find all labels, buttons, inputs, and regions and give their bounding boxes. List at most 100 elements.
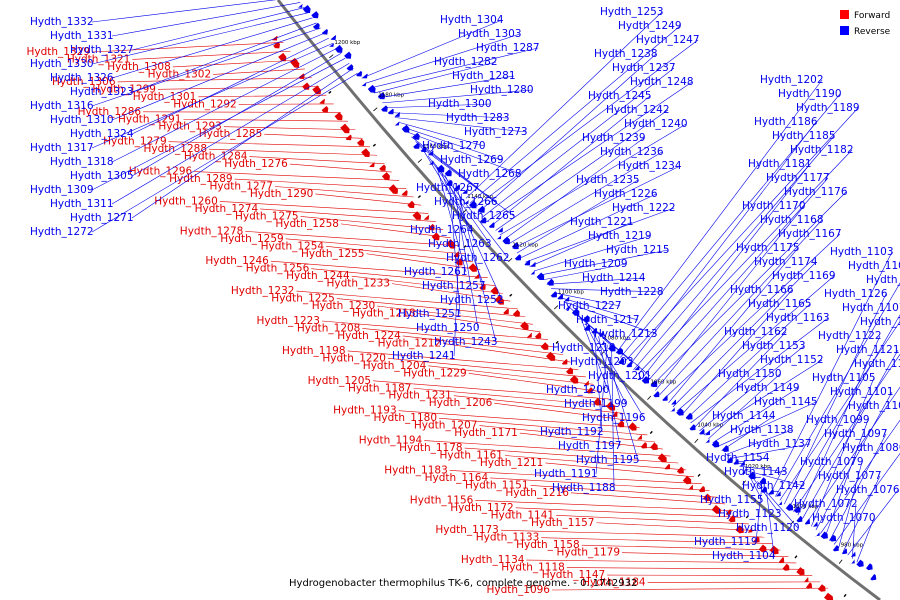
gene-label-hydth-1105[interactable]: Hydth_1105 <box>812 372 876 384</box>
gene-label-hydth-1266[interactable]: Hydth_1266 <box>434 196 498 208</box>
gene-label-hydth-1269[interactable]: Hydth_1269 <box>440 154 504 166</box>
gene-label-hydth-1304[interactable]: Hydth_1304 <box>440 14 504 26</box>
gene-label-hydth-1133[interactable]: Hydth_1133 <box>476 532 540 544</box>
gene-label-hydth-1331[interactable]: Hydth_1331 <box>50 30 114 42</box>
gene-label-hydth-1144[interactable]: Hydth_1144 <box>712 410 776 422</box>
gene-label-hydth-1134[interactable]: Hydth_1134 <box>461 554 525 566</box>
gene-label-hydth-1187[interactable]: Hydth_1187 <box>348 382 412 394</box>
gene-label-hydth-1145[interactable]: Hydth_1145 <box>754 396 818 408</box>
gene-label-hydth-1225[interactable]: Hydth_1225 <box>271 293 335 305</box>
gene-label-hydth-1277[interactable]: Hydth_1277 <box>209 181 273 193</box>
gene-label-hydth-1076[interactable]: Hydth_1076 <box>836 484 900 496</box>
gene-label-hydth-1278[interactable]: Hydth_1278 <box>180 225 244 237</box>
gene-label-hydth-1285[interactable]: Hydth_1285 <box>199 128 263 140</box>
gene-label-hydth-1098[interactable]: Hydth_1098 <box>866 274 900 286</box>
gene-label-hydth-1206[interactable]: Hydth_1206 <box>429 397 493 409</box>
gene-label-hydth-1070[interactable]: Hydth_1070 <box>812 512 876 524</box>
gene-label-hydth-1100[interactable]: Hydth_1100 <box>848 400 900 412</box>
gene-label-hydth-1247[interactable]: Hydth_1247 <box>636 34 700 46</box>
gene-label-hydth-1259[interactable]: Hydth_1259 <box>220 233 284 245</box>
gene-label-hydth-1196[interactable]: Hydth_1196 <box>582 412 646 424</box>
gene-label-hydth-1255[interactable]: Hydth_1255 <box>301 248 365 260</box>
gene-label-hydth-1224[interactable]: Hydth_1224 <box>337 330 401 342</box>
gene-label-hydth-1185[interactable]: Hydth_1185 <box>772 130 836 142</box>
gene-label-hydth-1138[interactable]: Hydth_1138 <box>730 424 794 436</box>
gene-label-hydth-1072[interactable]: Hydth_1072 <box>794 498 858 510</box>
gene-label-hydth-1280[interactable]: Hydth_1280 <box>470 84 534 96</box>
gene-label-hydth-1273[interactable]: Hydth_1273 <box>464 126 528 138</box>
gene-label-hydth-1239[interactable]: Hydth_1239 <box>582 132 646 144</box>
gene-label-hydth-1261[interactable]: Hydth_1261 <box>404 266 468 278</box>
gene-label-hydth-1208[interactable]: Hydth_1208 <box>297 322 361 334</box>
gene-label-hydth-1281[interactable]: Hydth_1281 <box>452 70 516 82</box>
gene-label-hydth-1242[interactable]: Hydth_1242 <box>606 104 670 116</box>
gene-label-hydth-1310[interactable]: Hydth_1310 <box>50 114 114 126</box>
gene-label-hydth-1147[interactable]: Hydth_1147 <box>542 569 606 581</box>
gene-label-hydth-1254[interactable]: Hydth_1254 <box>261 240 325 252</box>
gene-label-hydth-1236[interactable]: Hydth_1236 <box>600 146 664 158</box>
gene-label-hydth-1235[interactable]: Hydth_1235 <box>576 174 640 186</box>
gene-label-hydth-1258[interactable]: Hydth_1258 <box>275 218 339 230</box>
gene-label-hydth-1101[interactable]: Hydth_1101 <box>830 386 894 398</box>
gene-label-hydth-1099[interactable]: Hydth_1099 <box>806 414 870 426</box>
gene-label-hydth-1293[interactable]: Hydth_1293 <box>158 121 222 133</box>
gene-label-hydth-1245[interactable]: Hydth_1245 <box>588 90 652 102</box>
gene-label-hydth-1246[interactable]: Hydth_1246 <box>205 255 269 267</box>
gene-label-hydth-1222[interactable]: Hydth_1222 <box>612 202 676 214</box>
gene-label-hydth-1163[interactable]: Hydth_1163 <box>766 312 830 324</box>
gene-label-hydth-1309[interactable]: Hydth_1309 <box>30 184 94 196</box>
gene-label-hydth-1284[interactable]: Hydth_1284 <box>184 151 248 163</box>
gene-label-hydth-1106[interactable]: Hydth_1106 <box>854 358 900 370</box>
gene-label-hydth-1238[interactable]: Hydth_1238 <box>594 48 658 60</box>
gene-label-hydth-1178[interactable]: Hydth_1178 <box>399 442 463 454</box>
gene-label-hydth-1240[interactable]: Hydth_1240 <box>624 118 688 130</box>
gene-label-hydth-1271[interactable]: Hydth_1271 <box>70 212 134 224</box>
gene-label-hydth-1173[interactable]: Hydth_1173 <box>435 524 499 536</box>
gene-label-hydth-1317[interactable]: Hydth_1317 <box>30 142 94 154</box>
gene-label-hydth-1181[interactable]: Hydth_1181 <box>748 158 812 170</box>
gene-label-hydth-1198[interactable]: Hydth_1198 <box>282 345 346 357</box>
gene-label-hydth-1184[interactable]: Hydth_1184 <box>582 577 646 589</box>
gene-label-hydth-1097[interactable]: Hydth_1097 <box>824 428 888 440</box>
gene-label-hydth-1221[interactable]: Hydth_1221 <box>570 216 634 228</box>
gene-label-hydth-1157[interactable]: Hydth_1157 <box>531 517 595 529</box>
gene-label-hydth-1151[interactable]: Hydth_1151 <box>465 479 529 491</box>
gene-label-hydth-1183[interactable]: Hydth_1183 <box>384 464 448 476</box>
gene-label-hydth-1230[interactable]: Hydth_1230 <box>312 300 376 312</box>
gene-label-hydth-1143[interactable]: Hydth_1143 <box>724 466 788 478</box>
gene-label-hydth-1275[interactable]: Hydth_1275 <box>235 210 299 222</box>
gene-label-hydth-1215[interactable]: Hydth_1215 <box>606 244 670 256</box>
gene-label-hydth-1174[interactable]: Hydth_1174 <box>754 256 818 268</box>
gene-label-hydth-1263[interactable]: Hydth_1263 <box>428 238 492 250</box>
gene-label-hydth-1170[interactable]: Hydth_1170 <box>742 200 806 212</box>
gene-label-hydth-1104[interactable]: Hydth_1104 <box>712 550 776 562</box>
gene-label-hydth-1214[interactable]: Hydth_1214 <box>582 272 646 284</box>
gene-label-hydth-1204[interactable]: Hydth_1204 <box>363 360 427 372</box>
gene-label-hydth-1248[interactable]: Hydth_1248 <box>630 76 694 88</box>
gene-label-hydth-1177[interactable]: Hydth_1177 <box>766 172 830 184</box>
gene-label-hydth-1126[interactable]: Hydth_1126 <box>824 288 888 300</box>
gene-label-hydth-1233[interactable]: Hydth_1233 <box>327 278 391 290</box>
gene-label-hydth-1202[interactable]: Hydth_1202 <box>760 74 824 86</box>
gene-label-hydth-1318[interactable]: Hydth_1318 <box>50 156 114 168</box>
gene-label-hydth-1142[interactable]: Hydth_1142 <box>742 480 806 492</box>
gene-label-hydth-1282[interactable]: Hydth_1282 <box>434 56 498 68</box>
gene-label-hydth-1169[interactable]: Hydth_1169 <box>772 270 836 282</box>
gene-label-hydth-1260[interactable]: Hydth_1260 <box>154 195 218 207</box>
gene-label-hydth-1150[interactable]: Hydth_1150 <box>718 368 782 380</box>
gene-label-hydth-1218[interactable]: Hydth_1218 <box>352 308 416 320</box>
gene-label-hydth-1121[interactable]: Hydth_1121 <box>836 344 900 356</box>
gene-label-hydth-1161[interactable]: Hydth_1161 <box>439 450 503 462</box>
gene-label-hydth-1190[interactable]: Hydth_1190 <box>778 88 842 100</box>
gene-label-hydth-1179[interactable]: Hydth_1179 <box>557 547 621 559</box>
gene-label-hydth-1120[interactable]: Hydth_1120 <box>736 522 800 534</box>
gene-label-hydth-1267[interactable]: Hydth_1267 <box>416 182 480 194</box>
gene-label-hydth-1172[interactable]: Hydth_1172 <box>450 502 514 514</box>
gene-label-hydth-1213[interactable]: Hydth_1213 <box>594 328 658 340</box>
gene-label-hydth-1306[interactable]: Hydth_1306 <box>52 76 116 88</box>
gene-label-hydth-1167[interactable]: Hydth_1167 <box>778 228 842 240</box>
gene-label-hydth-1272[interactable]: Hydth_1272 <box>30 226 94 238</box>
gene-label-hydth-1241[interactable]: Hydth_1241 <box>392 350 456 362</box>
gene-label-hydth-1303[interactable]: Hydth_1303 <box>458 28 522 40</box>
gene-label-hydth-1300[interactable]: Hydth_1300 <box>428 98 492 110</box>
